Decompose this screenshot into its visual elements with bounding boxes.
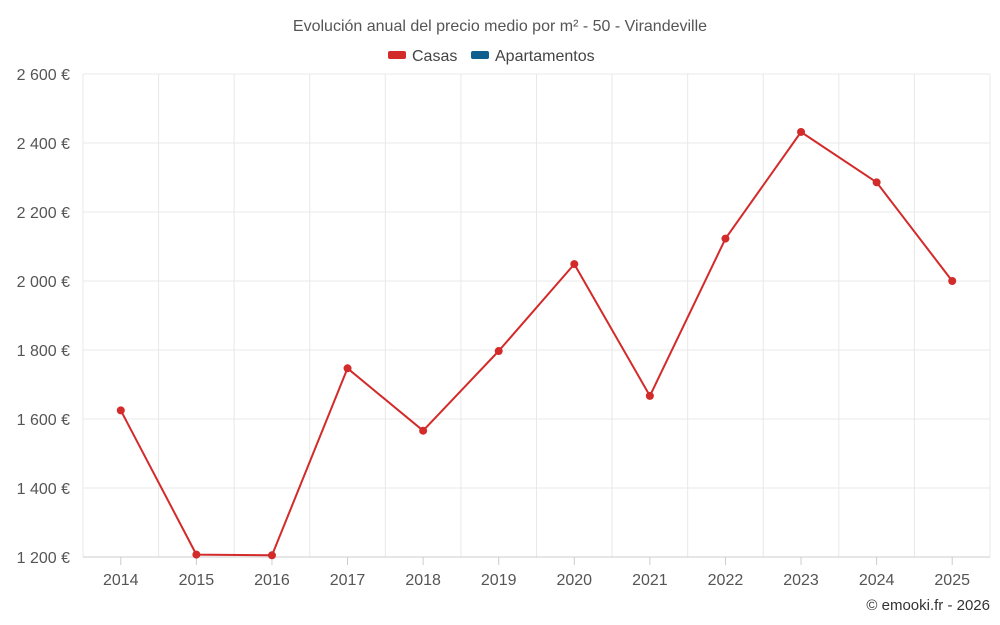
x-tick-label: 2016 [254,572,290,589]
y-tick-label: 2 200 € [17,205,70,222]
x-axis-ticks: 2014 2015 2016 2017 2018 2019 2020 2021 2022 2023… [103,557,970,589]
x-gridlines [82,74,991,557]
y-tick-label: 2 600 € [17,67,70,84]
y-tick-label: 2 400 € [17,136,70,153]
y-tick-label: 1 200 € [17,550,70,567]
x-tick-label: 2019 [481,572,517,589]
legend-swatch-casas [388,51,406,59]
legend-label-casas: Casas [412,48,457,65]
data-point-casas[interactable] [872,178,881,187]
x-tick-label: 2023 [783,572,819,589]
x-tick-label: 2015 [179,572,215,589]
data-point-casas[interactable] [267,551,276,560]
data-point-casas[interactable] [419,426,428,435]
y-axis-ticks: 1 200 € 1 400 € 1 600 € 1 800 € 2 000 € 2 200… [17,67,70,567]
legend: Casas Apartamentos [388,48,595,65]
legend-swatch-apartamentos [471,51,489,59]
y-tick-label: 1 400 € [17,481,70,498]
data-point-casas[interactable] [570,260,579,269]
y-tick-label: 1 600 € [17,412,70,429]
legend-item-apartamentos[interactable]: Apartamentos [471,48,595,65]
series-line-casas [119,131,953,557]
legend-label-apartamentos: Apartamentos [495,48,595,65]
x-tick-label: 2017 [330,572,366,589]
x-tick-label: 2018 [405,572,441,589]
data-point-casas[interactable] [797,127,806,136]
data-point-casas[interactable] [948,277,957,285]
data-point-casas[interactable] [343,364,352,373]
y-tick-label: 2 000 € [17,274,70,291]
x-tick-label: 2025 [934,572,970,589]
x-tick-label: 2021 [632,572,668,589]
data-point-casas[interactable] [192,550,201,559]
data-point-casas[interactable] [645,391,654,400]
data-point-casas[interactable] [116,406,125,415]
chart-title: Evolución anual del precio medio por m² … [293,18,707,35]
y-tick-label: 1 800 € [17,343,70,360]
legend-item-casas[interactable]: Casas [388,48,457,65]
data-point-casas[interactable] [494,347,503,356]
x-tick-label: 2022 [708,572,744,589]
x-tick-label: 2024 [859,572,895,589]
data-point-casas[interactable] [721,234,730,243]
series-group [116,127,957,560]
credit-text: © emooki.fr - 2026 [866,597,990,614]
x-tick-label: 2020 [556,572,592,589]
x-tick-label: 2014 [103,572,139,589]
